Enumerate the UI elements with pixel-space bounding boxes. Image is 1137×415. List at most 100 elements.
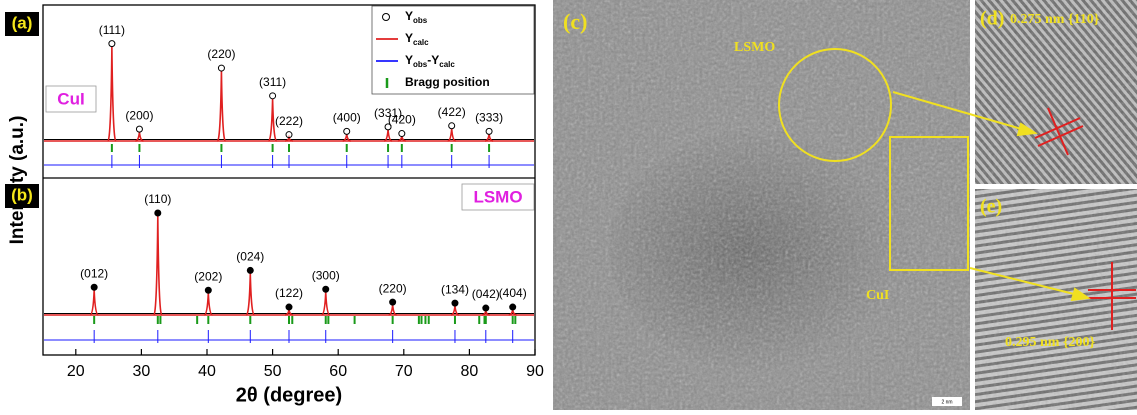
tem-panel-c: (c) LSMO CuI 2 nm: [553, 0, 970, 410]
legend-label: Ycalc: [405, 31, 429, 47]
obs-point: [135, 125, 143, 133]
legend-part: Y: [405, 31, 413, 45]
spacing-label: 0.295 nm {200}: [1005, 335, 1095, 350]
y-axis-label: Intensity (a.u.): [7, 116, 28, 245]
calc-peak: [342, 134, 351, 142]
peak-label: (422): [438, 105, 466, 119]
calc-peak: [245, 273, 256, 316]
phase-box: [461, 183, 535, 211]
obs-point: [343, 127, 351, 135]
legend-label: Yobs-Ycalc: [405, 53, 455, 69]
obs-point: [482, 304, 490, 312]
legend-label: Yobs: [405, 9, 428, 25]
legend-part: -Y: [427, 53, 439, 67]
legend-part: Y: [405, 53, 413, 67]
obs-point: [509, 303, 517, 311]
lsmo-label: LSMO: [734, 40, 775, 55]
obs-point: [451, 299, 459, 307]
peak-label: (012): [80, 266, 108, 280]
peak-label: (331): [374, 106, 402, 120]
peak-label: (122): [275, 286, 303, 300]
panel-tag: (c): [563, 9, 587, 34]
x-tick-label: 30: [133, 363, 151, 380]
x-tick-label: 20: [67, 363, 85, 380]
fft-texture: [975, 189, 1137, 410]
peak-label: (222): [275, 114, 303, 128]
peak-label: (311): [259, 75, 286, 89]
legend-part: calc: [439, 60, 455, 69]
peak-label: (024): [236, 250, 264, 264]
obs-point: [90, 283, 98, 291]
x-tick-label: 80: [461, 363, 479, 380]
legend-part: obs: [413, 60, 428, 69]
obs-point: [246, 266, 254, 274]
peak-label: (200): [125, 108, 153, 122]
legend-part: obs: [413, 16, 428, 25]
spacing-marker: [1034, 107, 1084, 156]
spacing-marker: [1088, 262, 1136, 330]
x-tick-label: 50: [264, 363, 282, 380]
x-tick-label: 90: [526, 363, 544, 380]
scale-bar: [932, 397, 962, 406]
legend-label: Bragg position: [405, 75, 490, 89]
scale-label: 2 nm: [941, 399, 952, 405]
calc-peak: [321, 292, 331, 316]
peak-label: (042): [472, 287, 500, 301]
cui-box: [889, 136, 969, 271]
peak-label: (300): [312, 268, 340, 282]
obs-point: [322, 285, 330, 293]
obs-point: [108, 40, 116, 48]
obs-point: [269, 92, 277, 100]
spacing-label: 0.275 nm {110}: [1010, 12, 1100, 27]
calc-peak: [203, 293, 213, 316]
obs-point: [398, 130, 406, 138]
x-axis-label: 2θ (degree): [236, 384, 342, 406]
peak-label: (202): [194, 269, 222, 283]
obs-point: [448, 122, 456, 130]
calc-peak: [153, 215, 163, 316]
peak-label: (420): [388, 113, 416, 127]
peak-label: (400): [333, 111, 361, 125]
phase-box: [45, 85, 97, 113]
panel-tag: (a): [12, 13, 33, 32]
zoom-arrows: [892, 91, 1091, 302]
obs-point: [389, 298, 397, 306]
obs-point: [285, 303, 293, 311]
lsmo-circle: [778, 48, 892, 162]
calc-peak: [107, 46, 117, 142]
panel-tag: (e): [980, 196, 1002, 218]
legend-part: calc: [413, 38, 429, 47]
obs-point: [285, 131, 293, 139]
calc-peak: [484, 134, 494, 142]
legend-marker: [382, 13, 390, 21]
plot-frame: [42, 4, 536, 356]
obs-point: [384, 123, 392, 131]
peak-label: (111): [99, 23, 125, 37]
peak-label: (134): [441, 282, 469, 296]
peak-label: (220): [379, 281, 407, 295]
obs-point: [217, 64, 225, 72]
tem-texture: [553, 0, 970, 410]
panel-tag-box: [5, 184, 39, 208]
x-tick-label: 70: [395, 363, 413, 380]
calc-peak: [216, 71, 227, 142]
panel-tag-box: [5, 12, 39, 36]
obs-point: [485, 127, 493, 135]
peak-label: (404): [499, 286, 527, 300]
tem-panel-d: (d) 0.275 nm {110}: [975, 0, 1137, 184]
xrd-chart: (111) (200) (220) (311) (222) (400) (331)(420)…: [5, 5, 544, 406]
x-tick-label: 40: [198, 363, 216, 380]
peak-label: (110): [144, 192, 171, 206]
peak-label: (333): [475, 111, 503, 125]
cui-label: CuI: [866, 288, 889, 303]
x-tick-label: 60: [329, 363, 347, 380]
tem-panel-e: (e) 0.295 nm {200}: [975, 189, 1137, 410]
legend-part: Y: [405, 9, 413, 23]
panel-tag: (b): [11, 185, 33, 204]
obs-point: [204, 286, 212, 294]
legend-box: [371, 5, 535, 95]
peak-label: (220): [207, 47, 235, 61]
panel-tag: (d): [980, 8, 1004, 30]
legend-part: Bragg position: [405, 75, 490, 89]
